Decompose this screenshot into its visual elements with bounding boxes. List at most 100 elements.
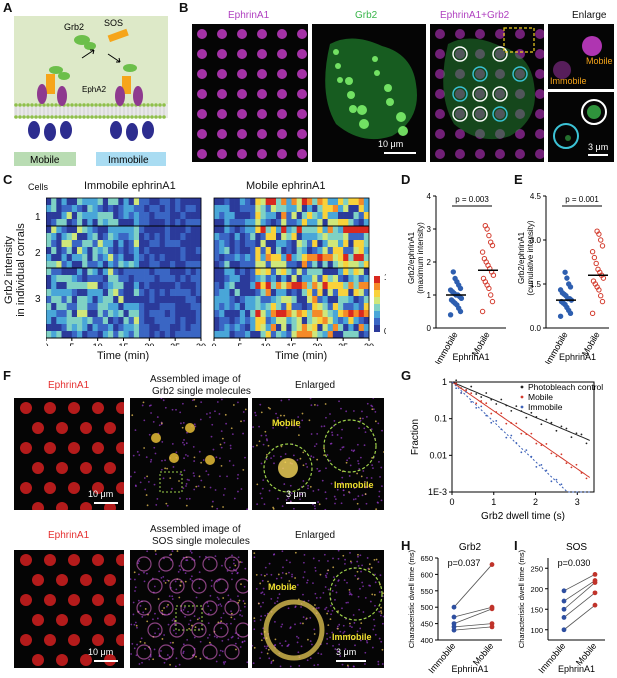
corral-dot [197, 29, 207, 39]
molecule-spot [380, 499, 383, 502]
molecule-spot [302, 561, 305, 564]
heatmap-cell [195, 310, 202, 318]
heatmap-cell [149, 310, 155, 318]
heatmap-cell [164, 331, 171, 339]
heatmap-cell [286, 233, 292, 241]
heatmap-cell [108, 261, 114, 269]
ephrin-dot [80, 502, 92, 510]
molecule-spot [207, 622, 210, 625]
molecule-spot [291, 573, 293, 576]
heatmap-cell [276, 296, 282, 304]
molecule-spot [262, 479, 265, 482]
heatmap-cell [118, 247, 124, 255]
molecule-spot [333, 420, 336, 422]
heatmap-cell [281, 212, 287, 220]
molecule-spot [195, 485, 198, 488]
heatmap-cell [270, 289, 277, 297]
heatmap-cell [307, 268, 313, 276]
heatmap-cell [312, 275, 318, 283]
heatmap-cell [353, 226, 359, 234]
heatmap-cell [301, 289, 308, 297]
molecule-spot [326, 638, 329, 640]
heatmap-cell [190, 219, 197, 227]
molecule-spot [377, 501, 379, 504]
micrograph-merge [430, 24, 544, 162]
molecule-spot [302, 576, 305, 579]
pair-line [453, 623, 493, 628]
molecule-spot [222, 494, 225, 496]
fit-curve [451, 381, 591, 478]
heatmap-cell [338, 303, 344, 311]
molecule-spot [218, 413, 221, 415]
corral-dot [197, 149, 207, 159]
heatmap-cell [133, 205, 140, 213]
molecule-spot [233, 559, 235, 562]
heatmap-cell [260, 268, 266, 276]
heatmap-cell [51, 254, 57, 262]
ephrin-dot [92, 554, 104, 566]
molecule-spot [349, 622, 351, 625]
heatmap-cell [185, 226, 191, 234]
corral-dot [535, 149, 544, 159]
molecule-spot [365, 639, 368, 642]
grb2-cluster [333, 49, 339, 55]
heatmap-cell [154, 324, 160, 332]
heatmap-cell [128, 261, 135, 269]
heatmap-cell [128, 240, 135, 248]
heatmap-cell [180, 205, 186, 213]
heatmap-cell [185, 240, 191, 248]
molecule-spot [262, 587, 265, 590]
heatmap-cell [61, 268, 67, 276]
ephrin-dot [68, 402, 80, 414]
heatmap-cell [363, 247, 370, 255]
molecule-spot [221, 564, 223, 567]
molecule-spot [144, 488, 147, 491]
heatmap-cell [170, 303, 176, 311]
ephrin-dot [92, 402, 104, 414]
heatmap-cell [51, 296, 57, 304]
heatmap-cell [296, 261, 303, 269]
x-tick-label: 25 [338, 342, 348, 346]
molecule-spot [141, 615, 144, 618]
heatmap-cell [327, 212, 334, 220]
heatmap-cell [87, 296, 93, 304]
heatmap-cell [250, 275, 256, 283]
molecule-spot [338, 623, 341, 626]
heatmap-cell [180, 289, 186, 297]
heatmap-cell [332, 233, 339, 241]
molecule-spot [154, 612, 156, 615]
heatmap-cell [286, 240, 292, 248]
heatmap-cell [46, 275, 52, 283]
heatmap-cell [71, 198, 78, 206]
mobile-point [489, 606, 495, 612]
heatmap-cell [343, 226, 349, 234]
molecule-spot [135, 485, 137, 488]
heatmap-cell [348, 219, 354, 227]
heatmap-cell [46, 247, 52, 255]
molecule-spot [253, 552, 256, 555]
molecule-spot [300, 645, 303, 648]
molecule-spot [331, 434, 334, 436]
heatmap-cell [82, 198, 88, 206]
molecule-spot [296, 635, 298, 638]
data-point [447, 287, 454, 293]
heatmap-cell [102, 289, 109, 297]
heatmap-cell [312, 226, 318, 234]
heatmap-cell [224, 324, 230, 332]
heatmap-cell [128, 219, 135, 227]
heatmap-cell [296, 268, 303, 276]
mobile-tag: Mobile [30, 155, 60, 166]
molecule-spot [193, 615, 196, 618]
immobile-point [561, 588, 567, 594]
heatmap-cell [190, 324, 197, 332]
heatmap-cell [108, 198, 114, 206]
molecule-spot [363, 427, 366, 430]
molecule-spot [306, 466, 309, 468]
mobile-corral [263, 443, 313, 493]
heatmap-cell [255, 226, 261, 234]
molecule-spot [168, 554, 171, 556]
heatmap-cell [87, 198, 93, 206]
molecule-spot [364, 663, 366, 665]
heatmap-cell [92, 268, 98, 276]
molecule-spot [324, 574, 327, 577]
